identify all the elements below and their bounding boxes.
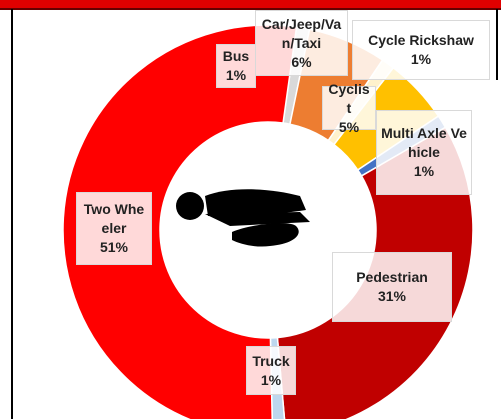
- data-label: Cycle Rickshaw 1%: [352, 20, 490, 80]
- top-bar: [0, 0, 501, 9]
- label-value: 31%: [377, 288, 407, 304]
- data-label: Two Wheeler 51%: [76, 192, 152, 265]
- label-name: Truck: [252, 352, 290, 369]
- label-name: Cycle Rickshaw: [368, 32, 474, 48]
- label-value: 6%: [291, 53, 312, 70]
- donut-slice: [62, 24, 298, 419]
- label-name: Pedestrian: [356, 269, 428, 285]
- data-label: Truck 1%: [246, 346, 296, 395]
- label-name: Bus: [222, 48, 250, 64]
- label-name: Car/Jeep/Van/Taxi: [261, 15, 342, 51]
- label-value: 51%: [99, 239, 129, 255]
- data-label: Multi Axle Vehicle 1%: [376, 110, 472, 195]
- label-name: Two Wheeler: [83, 201, 145, 236]
- data-label: Cyclist 5%: [322, 81, 376, 135]
- label-value: 1%: [413, 163, 435, 179]
- label-name: Cyclist: [328, 80, 370, 116]
- label-value: 1%: [260, 371, 282, 388]
- label-value: 1%: [410, 51, 432, 67]
- data-label: Pedestrian 31%: [332, 252, 452, 322]
- data-label: Bus 1%: [216, 44, 256, 88]
- label-value: 5%: [338, 118, 360, 135]
- data-label: Car/Jeep/Van/Taxi 6%: [255, 10, 348, 76]
- label-value: 1%: [225, 67, 247, 83]
- label-name: Multi Axle Vehicle: [381, 125, 467, 160]
- center-icon: [176, 189, 310, 247]
